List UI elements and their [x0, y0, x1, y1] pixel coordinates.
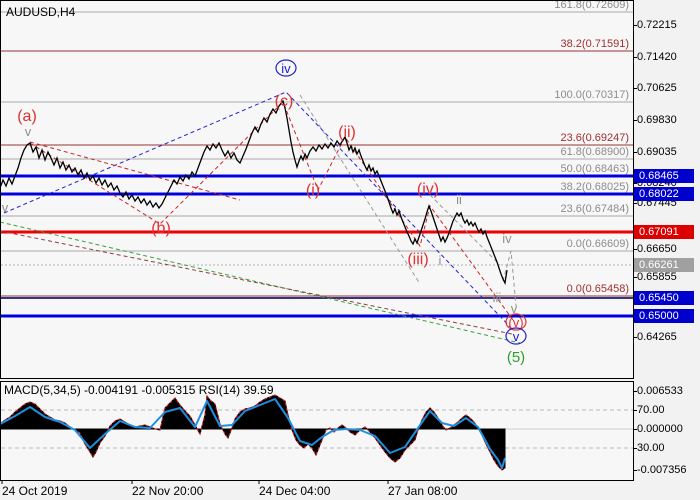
indicator-axis-label: 0.006533 [637, 385, 683, 397]
price-axis-label: 0.72215 [637, 19, 677, 31]
price-level-badge: 0.68465 [634, 169, 694, 183]
price-level-badge: 0.65000 [634, 309, 694, 323]
indicator-axis-label: -0.007356 [637, 464, 687, 476]
time-axis-label: 24 Oct 2019 [2, 484, 68, 498]
price-axis-label: 0.69830 [637, 114, 677, 126]
fib-label-red: 38.2(0.71591) [560, 38, 630, 50]
time-axis-label: 24 Dec 04:00 [259, 484, 331, 498]
indicator-axis-tick [633, 429, 637, 430]
price-axis-tick [633, 88, 637, 89]
price-axis-tick [633, 183, 637, 184]
time-axis-label: 22 Nov 20:00 [132, 484, 204, 498]
indicator-values-label: MACD(5,34,5) -0.004191 -0.005315 RSI(14)… [4, 383, 274, 397]
price-axis-label: 0.64265 [637, 331, 677, 343]
fib-label-gray: 38.2(0.68025) [560, 181, 630, 193]
fib-label-gray: 0.0(0.66609) [566, 238, 629, 250]
indicator-axis-tick [633, 470, 637, 471]
price-axis-tick [633, 337, 637, 338]
price-axis-label: 0.71420 [637, 51, 677, 63]
price-axis-label: 0.65855 [637, 271, 677, 283]
price-level-badge: 0.65450 [634, 291, 694, 305]
indicator-axis-tick [633, 410, 637, 411]
fib-label-red: 23.6(0.69247) [560, 132, 630, 144]
fib-label-gray: 50.0(0.68463) [560, 163, 630, 175]
price-axis-tick [633, 25, 637, 26]
macd-indicator-panel[interactable]: MACD(5,34,5) -0.004191 -0.005315 RSI(14)… [0, 381, 634, 481]
price-axis-label: 0.70625 [637, 82, 677, 94]
indicator-axis-label: 30.00 [637, 442, 665, 454]
price-axis-tick [633, 277, 637, 278]
fib-label-gray: 100.0(0.70317) [554, 89, 629, 101]
price-level-badge: 0.67091 [634, 225, 694, 239]
price-axis-tick [633, 203, 637, 204]
price-level-badge: 0.66261 [634, 258, 694, 272]
price-axis-label: 0.66650 [637, 243, 677, 255]
price-axis-tick [633, 120, 637, 121]
indicator-axis-label: 0.000000 [637, 423, 683, 435]
price-axis-tick [633, 57, 637, 58]
price-axis-tick [633, 152, 637, 153]
price-level-badge: 0.68022 [634, 187, 694, 201]
fib-label-gray: 161.8(0.72609) [554, 0, 629, 11]
indicator-axis-label: 70.00 [637, 404, 665, 416]
symbol-timeframe-title: AUDUSD,H4 [6, 5, 76, 19]
indicator-axis-tick [633, 391, 637, 392]
price-chart-panel[interactable]: 161.8(0.72609) 100.0(0.70317) 61.8(0.68900… [0, 0, 634, 379]
price-axis-label: 0.69035 [637, 146, 677, 158]
price-axis-tick [633, 249, 637, 250]
fib-label-gray: 23.6(0.67484) [560, 203, 630, 215]
indicator-axis-tick [633, 448, 637, 449]
time-axis-label: 27 Jan 08:00 [388, 484, 458, 498]
fib-label-red: 0.0(0.65458) [566, 283, 629, 295]
fib-label-gray: 61.8(0.68900) [560, 146, 630, 158]
